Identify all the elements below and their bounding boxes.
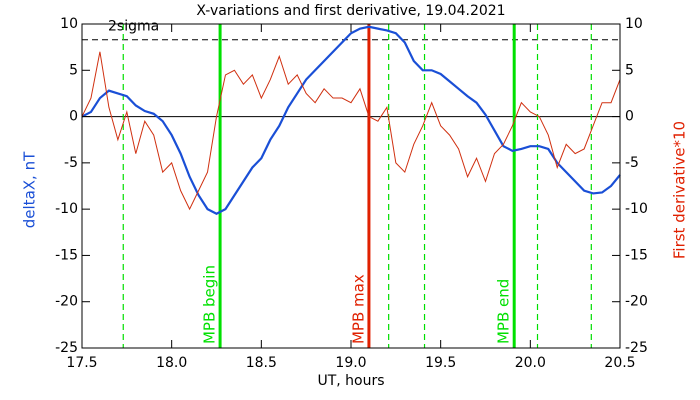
y-tick-label: -10	[55, 201, 78, 217]
y2-tick-label: -5	[625, 155, 639, 171]
y2-tick-label: -10	[625, 201, 648, 217]
series-line	[81, 51, 621, 211]
x-tick-label: 20.0	[515, 355, 546, 371]
reference-label: 2sigma	[108, 19, 159, 35]
y-tick-label: -20	[55, 294, 78, 310]
x-tick-label: 18.0	[156, 355, 187, 371]
y-tick-label: 5	[69, 62, 78, 78]
y2-tick-label: -20	[625, 294, 648, 310]
x-tick-label: 18.5	[246, 355, 277, 371]
y-tick-label: 10	[60, 16, 78, 32]
x-tick-label: 19.0	[335, 355, 366, 371]
x-tick-label: 17.5	[66, 355, 97, 371]
x-axis-label: UT, hours	[317, 373, 384, 389]
y2-tick-label: 0	[625, 109, 634, 125]
y-axis-label: deltaX, nT	[21, 151, 39, 228]
y2-tick-label: -25	[625, 340, 648, 356]
y-tick-label: 0	[69, 109, 78, 125]
y2-axis-label: First derivative*10	[671, 121, 689, 259]
x-tick-label: 20.5	[604, 355, 635, 371]
event-label: MPB begin	[201, 265, 219, 344]
y-tick-label: -15	[55, 247, 78, 263]
chart-title: X-variations and first derivative, 19.04…	[196, 3, 505, 19]
y2-tick-label: -15	[625, 247, 648, 263]
event-label: MPB max	[349, 274, 367, 344]
y-tick-label: -5	[64, 155, 78, 171]
y2-tick-label: 10	[625, 16, 643, 32]
y-tick-label: -25	[55, 340, 78, 356]
series-line	[81, 25, 621, 216]
x-tick-label: 19.5	[425, 355, 456, 371]
event-label: MPB end	[495, 279, 513, 344]
y2-tick-label: 5	[625, 62, 634, 78]
